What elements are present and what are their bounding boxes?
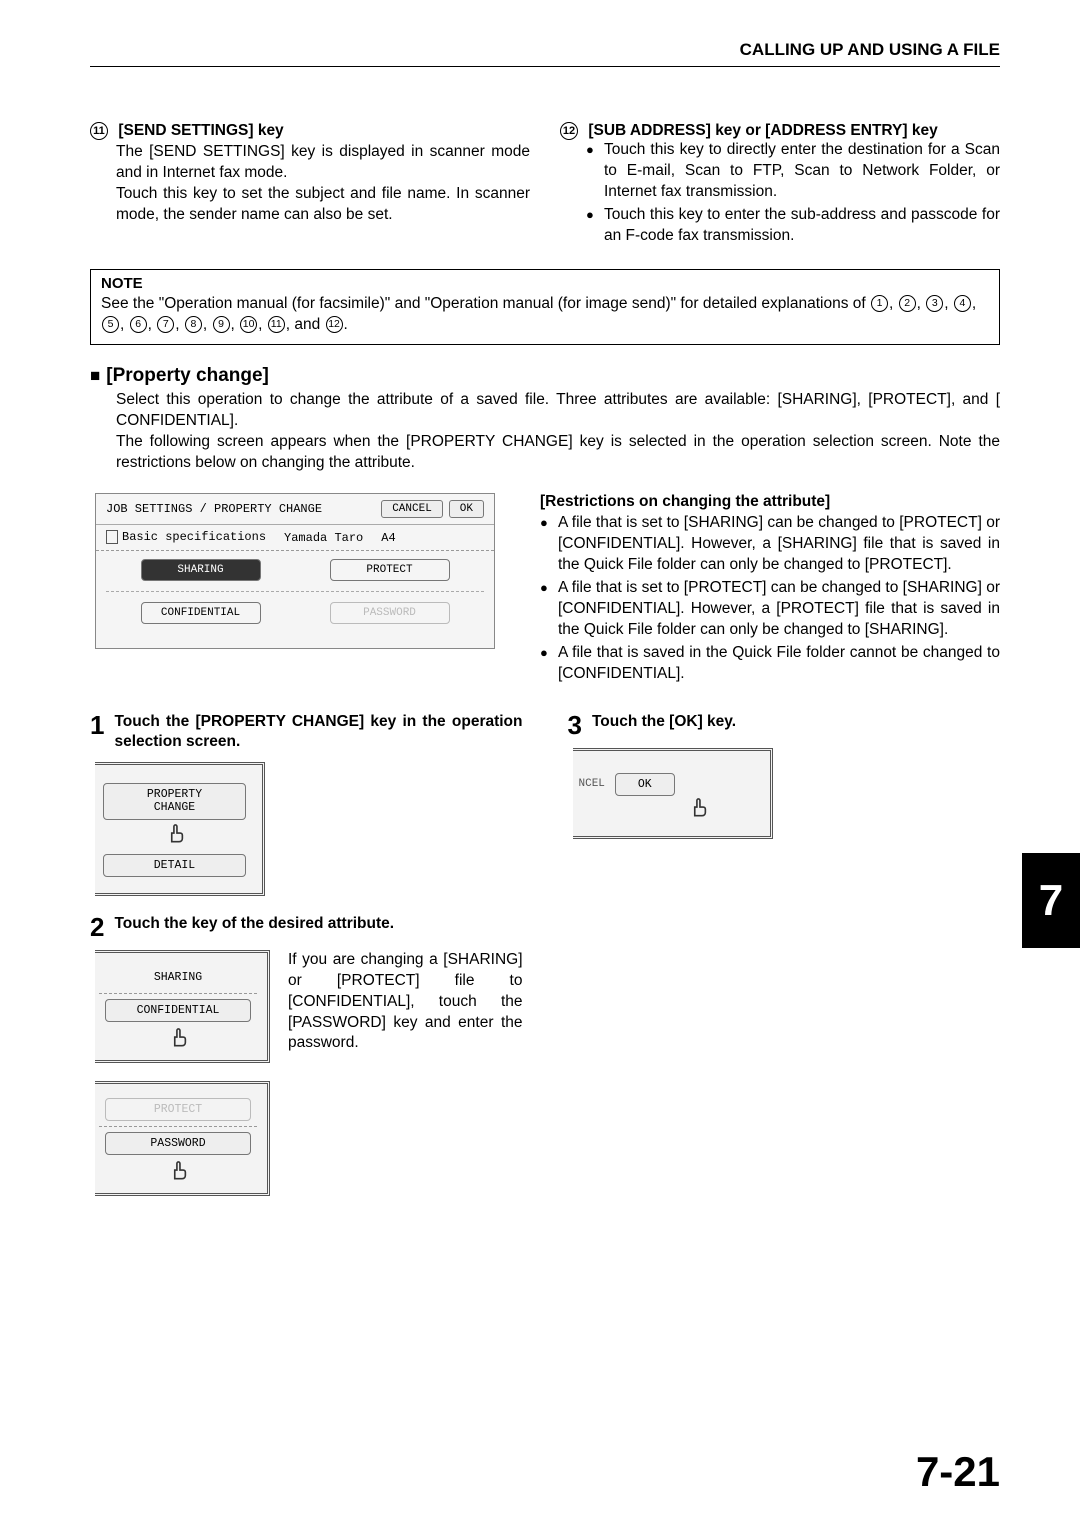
page-number: 7-21 [916,1448,1000,1496]
note-and: , and [286,316,325,333]
password-button[interactable]: PASSWORD [330,602,450,624]
square-icon: ■ [90,366,100,385]
sharing-button[interactable]: SHARING [105,967,251,988]
note-text: See the "Operation manual (for facsimile… [101,294,989,336]
note-n: 11 [268,316,285,333]
note-n: 3 [926,295,943,312]
step2-heading: 2 Touch the key of the desired attribute… [90,914,523,940]
step1-screen: PROPERTY CHANGE DETAIL [95,762,265,896]
step3-screen: NCEL OK [573,748,773,839]
screen-titlebar: JOB SETTINGS / PROPERTY CHANGE CANCEL OK [96,494,494,525]
note-suffix: . [344,316,348,333]
sub-address-bullets: Touch this key to directly enter the des… [560,140,1000,247]
bullet-item: Touch this key to enter the sub-address … [586,205,1000,247]
step3-heading: 3 Touch the [OK] key. [568,712,1001,738]
restrictions-list: A file that is set to [SHARING] can be c… [540,513,1000,684]
note-prefix: See the "Operation manual (for facsimile… [101,295,870,312]
dashed-separator [106,591,484,592]
hand-icon [99,1157,257,1187]
protect-button[interactable]: PROTECT [105,1098,251,1121]
step1-number: 1 [90,712,104,738]
circled-number-11: 11 [90,122,108,140]
ok-button[interactable]: OK [615,773,675,796]
step3-number: 3 [568,712,582,738]
cancel-stub: NCEL [579,774,605,794]
file-size: A4 [381,531,395,545]
send-settings-key-block: 11 [SEND SETTINGS] key The [SEND SETTING… [90,122,530,249]
property-screen-wrap: JOB SETTINGS / PROPERTY CHANGE CANCEL OK… [90,493,495,648]
steps-left-col: 1 Touch the [PROPERTY CHANGE] key in the… [90,712,523,1214]
screen-title: JOB SETTINGS / PROPERTY CHANGE [106,502,375,516]
sub-address-label: [SUB ADDRESS] key or [ADDRESS ENTRY] key [588,122,937,139]
restrictions-block: [Restrictions on changing the attribute]… [540,493,1000,686]
bullet-item: Touch this key to directly enter the des… [586,140,1000,203]
note-box: NOTE See the "Operation manual (for facs… [90,269,1000,345]
note-label: NOTE [101,274,989,294]
chapter-tab: 7 [1022,853,1080,948]
sharing-button[interactable]: SHARING [141,559,261,581]
detail-button[interactable]: DETAIL [103,854,246,877]
confidential-button[interactable]: CONFIDENTIAL [105,999,251,1022]
step2-content: SHARING CONFIDENTIAL PROTECT PASSWORD If… [90,950,523,1214]
hand-icon [639,794,758,824]
restriction-item: A file that is saved in the Quick File f… [540,643,1000,685]
note-n: 7 [157,316,174,333]
note-n: 5 [102,316,119,333]
property-change-heading: ■ [Property change] [90,365,1000,387]
dashed-separator [99,1126,257,1127]
sub-address-title: 12 [SUB ADDRESS] key or [ADDRESS ENTRY] … [560,122,1000,140]
note-n: 2 [899,295,916,312]
document-icon [106,530,118,544]
note-n: 10 [240,316,257,333]
file-user: Yamada Taro [284,531,363,545]
send-settings-title: 11 [SEND SETTINGS] key [90,122,530,140]
page-header: CALLING UP AND USING A FILE [90,40,1000,67]
restriction-item: A file that is set to [SHARING] can be c… [540,513,1000,576]
ok-button[interactable]: OK [449,500,484,518]
dashed-separator [99,993,257,994]
steps-row: 1 Touch the [PROPERTY CHANGE] key in the… [90,712,1000,1214]
protect-button[interactable]: PROTECT [330,559,450,581]
property-mid-row: JOB SETTINGS / PROPERTY CHANGE CANCEL OK… [90,493,1000,686]
circled-number-12: 12 [560,122,578,140]
step2-screen-a: SHARING CONFIDENTIAL [95,950,270,1063]
property-intro: Select this operation to change the attr… [116,390,1000,474]
property-change-button[interactable]: PROPERTY CHANGE [103,783,246,819]
note-n: 12 [326,316,343,333]
step3-title: Touch the [OK] key. [592,712,1000,732]
note-n: 8 [185,316,202,333]
cancel-button[interactable]: CANCEL [381,500,443,518]
password-button[interactable]: PASSWORD [105,1132,251,1155]
key-descriptions: 11 [SEND SETTINGS] key The [SEND SETTING… [90,122,1000,249]
note-n: 1 [871,295,888,312]
step2-screen-b: PROTECT PASSWORD [95,1081,270,1196]
steps-right-col: 3 Touch the [OK] key. NCEL OK [568,712,1001,839]
restrictions-title: [Restrictions on changing the attribute] [540,493,1000,511]
step1-heading: 1 Touch the [PROPERTY CHANGE] key in the… [90,712,523,752]
hand-icon [99,1024,257,1054]
property-change-screen: JOB SETTINGS / PROPERTY CHANGE CANCEL OK… [95,493,495,648]
note-n: 6 [130,316,147,333]
screen-file-row: Basic specifications Yamada Taro A4 [96,525,494,550]
step2-number: 2 [90,914,104,940]
file-spec: Basic specifications [106,530,266,544]
sub-address-key-block: 12 [SUB ADDRESS] key or [ADDRESS ENTRY] … [560,122,1000,249]
send-settings-label: [SEND SETTINGS] key [118,122,283,139]
property-heading-text: [Property change] [106,365,269,386]
step2-title: Touch the key of the desired attribute. [114,914,522,934]
step2-screens: SHARING CONFIDENTIAL PROTECT PASSWORD [90,950,270,1214]
step2-text: If you are changing a [SHARING] or [PROT… [288,950,523,1055]
confidential-button[interactable]: CONFIDENTIAL [141,602,261,624]
step1-title: Touch the [PROPERTY CHANGE] key in the o… [114,712,522,752]
hand-icon [99,820,250,850]
restriction-item: A file that is set to [PROTECT] can be c… [540,578,1000,641]
note-n: 4 [954,295,971,312]
note-n: 9 [213,316,230,333]
send-settings-text: The [SEND SETTINGS] key is displayed in … [90,142,530,226]
screen-body: SHARING PROTECT CONFIDENTIAL PASSWORD [96,551,494,648]
